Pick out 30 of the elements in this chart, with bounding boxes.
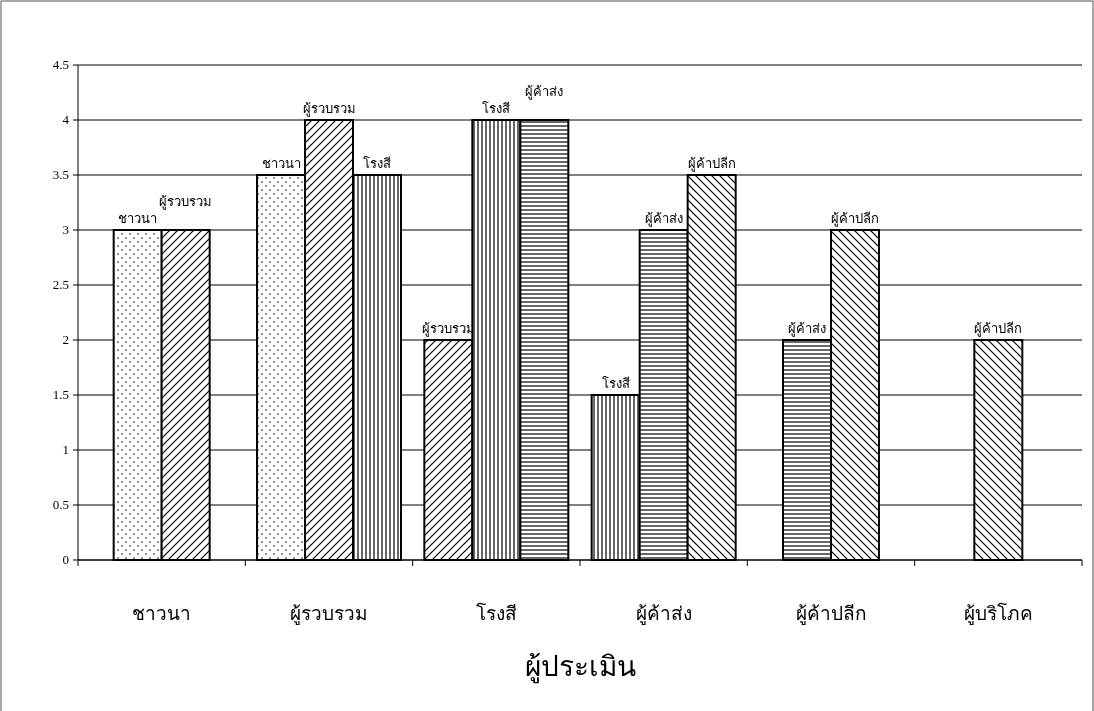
y-tick-label: 3 — [62, 222, 69, 237]
series-label: โรงสี — [363, 156, 391, 171]
y-tick-label: 0.5 — [52, 497, 69, 512]
y-tick-label: 2 — [62, 332, 69, 347]
x-axis-title: ผู้ประเมิน — [524, 651, 636, 684]
y-tick-label: 0 — [62, 552, 69, 567]
text: ผู้ค้าส่ง — [788, 321, 826, 336]
text: ผู้ค้าปลีก — [974, 321, 1023, 336]
x-tick-label: โรงสี — [475, 602, 517, 624]
y-tick-label: 1 — [62, 442, 69, 457]
x-tick-label: ผู้ค้าปลีก — [795, 603, 867, 625]
series-label: ชาวนา — [118, 211, 158, 226]
text: ชาวนา — [261, 156, 301, 171]
y-tick-label: 4 — [62, 112, 70, 127]
x-tick-label: ผู้บริโภค — [963, 602, 1033, 625]
text: โรงสี — [482, 101, 511, 116]
x-tick-label: ผู้ค้าส่ง — [635, 603, 692, 625]
y-tick-label: 4.5 — [52, 57, 69, 72]
x-tick-label: ผู้รวบรวม — [290, 603, 368, 625]
text: โรงสี — [601, 376, 630, 391]
series-label: ผู้ค้าส่ง — [644, 211, 683, 227]
text: ผู้ค้าส่ง — [525, 84, 564, 99]
text: ผู้รวบรวม — [159, 194, 213, 209]
x-tick-label: ชาวนา — [132, 603, 192, 624]
series-label: ผู้ค้าปลีก — [687, 156, 736, 172]
y-tick-label: 1.5 — [52, 387, 69, 402]
text: ผู้ค้าปลีก — [831, 211, 879, 226]
y-tick-label: 2.5 — [52, 277, 69, 292]
series-label: ผู้รวบรวม — [302, 101, 356, 117]
y-tick-label: 3.5 — [52, 167, 69, 182]
